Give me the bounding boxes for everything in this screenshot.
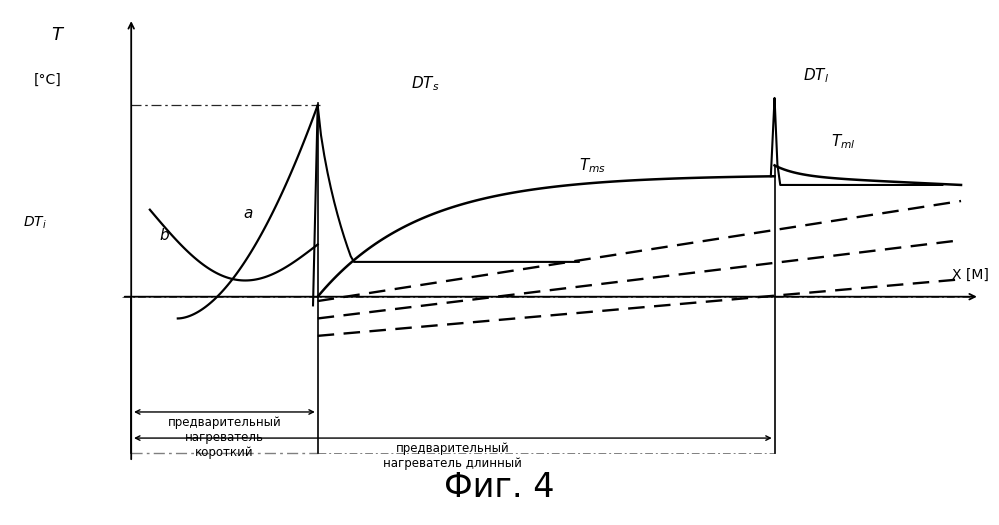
- Text: T$_{ml}$: T$_{ml}$: [830, 132, 855, 151]
- Text: a: a: [243, 206, 253, 222]
- Text: b: b: [159, 228, 169, 243]
- Text: X [M]: X [M]: [952, 268, 989, 282]
- Text: DT$_s$: DT$_s$: [411, 74, 440, 92]
- Text: T: T: [51, 26, 62, 44]
- Text: Фиг. 4: Фиг. 4: [445, 471, 554, 504]
- Text: предварительный
нагреватель длинный: предварительный нагреватель длинный: [384, 443, 522, 470]
- Text: T$_{ms}$: T$_{ms}$: [578, 156, 606, 175]
- Text: DT$_i$: DT$_i$: [23, 215, 47, 231]
- Text: DT$_l$: DT$_l$: [802, 67, 828, 85]
- Text: предварительный
нагреватель
короткий: предварительный нагреватель короткий: [168, 416, 282, 459]
- Text: [°C]: [°C]: [33, 72, 61, 87]
